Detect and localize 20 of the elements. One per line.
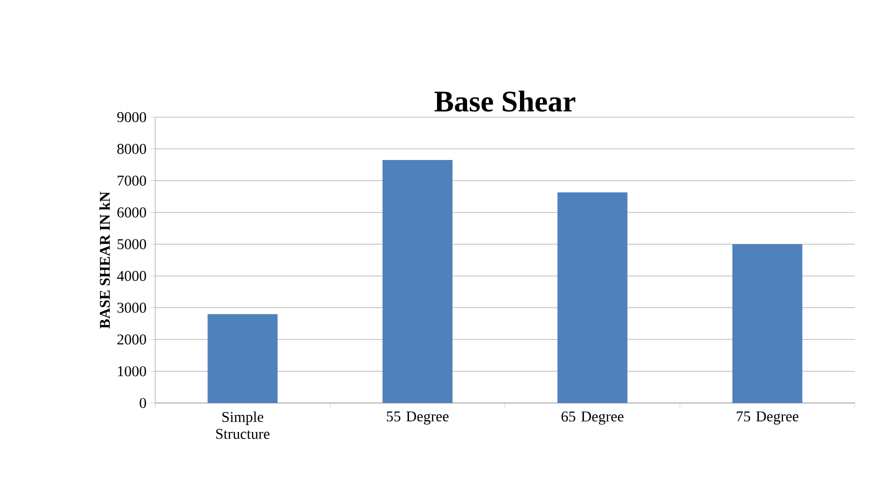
bar: [382, 160, 452, 403]
y-tick-label: 7000: [118, 176, 146, 186]
y-tick-label: 9000: [117, 112, 146, 122]
chart-title: Base Shear: [434, 90, 576, 112]
y-tick-label: 5000: [118, 239, 146, 250]
x-tick-label: Simple Structure: [216, 411, 270, 439]
x-tick-label: 65 Degree: [562, 411, 624, 425]
y-tick-label: 0: [140, 398, 146, 408]
bar: [732, 244, 802, 403]
y-tick-label: 1000: [118, 366, 146, 376]
y-tick-label: 4000: [117, 270, 146, 281]
y-tick-label: 2000: [117, 334, 146, 344]
y-tick-label: 6000: [117, 207, 146, 218]
x-tick-label: 55 Degree: [386, 411, 449, 424]
y-axis-title: BASE SHEAR IN kN: [99, 192, 110, 328]
bar: [208, 314, 278, 403]
y-tick-label: 8000: [117, 144, 146, 154]
x-tick-label: 75 Degree: [736, 411, 798, 424]
y-tick-label: 3000: [117, 302, 146, 313]
bar: [557, 192, 628, 403]
